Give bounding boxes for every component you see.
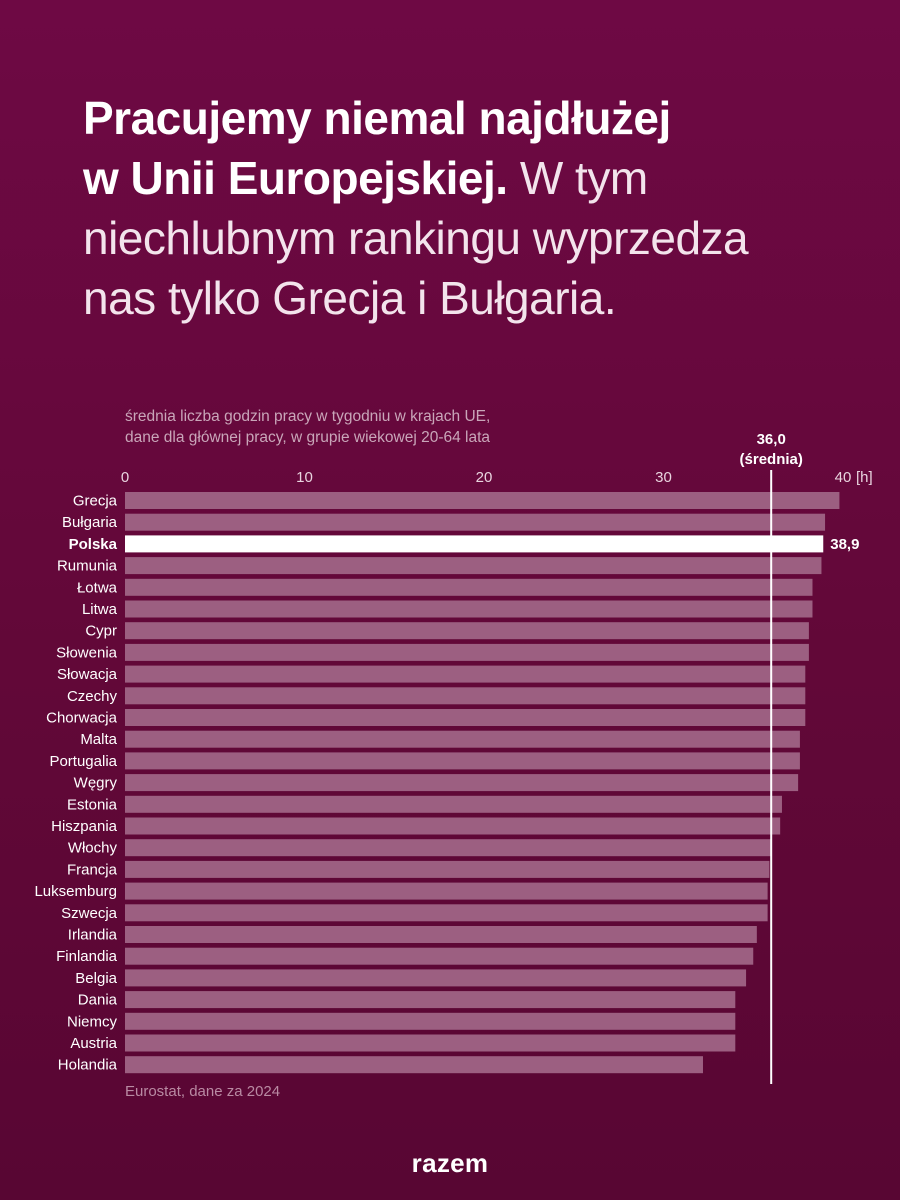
average-value-label: 36,0: [757, 431, 786, 448]
category-label: Chorwacja: [46, 710, 118, 727]
bar: [125, 926, 757, 943]
bar: [125, 535, 824, 553]
highlight-value-label: 38,9: [830, 536, 859, 553]
bar: [125, 1056, 703, 1074]
bar: [125, 882, 768, 900]
category-label: Szwecja: [61, 905, 118, 922]
chart-subtitle: średnia liczba godzin pracy w tygodniu w…: [125, 406, 490, 448]
category-label: Luksemburg: [34, 883, 117, 900]
bars: [125, 492, 840, 1074]
category-label: Cypr: [85, 623, 117, 640]
bar: [125, 600, 813, 618]
category-label: Malta: [80, 731, 117, 748]
headline-strong-line1: Pracujemy niemal najdłużej: [83, 92, 671, 144]
category-label: Słowacja: [57, 666, 118, 683]
category-label: Hiszpania: [51, 818, 118, 835]
x-unit-label: [h]: [856, 469, 873, 486]
bar: [125, 774, 799, 792]
headline-strong-line2: w Unii Europejskiej.: [83, 152, 508, 204]
bar: [125, 752, 800, 770]
x-tick-label: 40: [835, 469, 852, 486]
category-label: Niemcy: [67, 1013, 118, 1030]
bar: [125, 730, 800, 748]
category-label: Włochy: [68, 840, 118, 857]
brand-logo: razem: [411, 1148, 489, 1178]
bar: [125, 795, 782, 813]
bar: [125, 817, 781, 835]
category-label: Austria: [70, 1035, 117, 1052]
category-label: Węgry: [74, 775, 118, 792]
average-text-label: (średnia): [740, 451, 803, 468]
headline: Pracujemy niemal najdłużej w Unii Europe…: [83, 88, 863, 328]
category-label: Łotwa: [77, 579, 118, 596]
bar: [125, 839, 772, 857]
bar: [125, 665, 806, 683]
bar: [125, 687, 806, 705]
category-label: Belgia: [75, 970, 117, 987]
bar: [125, 969, 747, 987]
x-tick-label: 20: [476, 469, 493, 486]
bar: [125, 492, 840, 509]
bar: [125, 991, 736, 1009]
bar: [125, 557, 822, 575]
headline-light-line2: W tym: [507, 152, 648, 204]
x-tick-label: 30: [655, 469, 672, 486]
category-label: Grecja: [73, 493, 118, 510]
category-label: Rumunia: [57, 558, 118, 575]
average-reference: 36,0 (średnia): [740, 431, 803, 1084]
source-note: Eurostat, dane za 2024: [125, 1083, 281, 1100]
category-label: Czechy: [67, 688, 118, 705]
headline-light-line4: nas tylko Grecja i Bułgaria.: [83, 272, 617, 324]
bar: [125, 947, 754, 965]
bar: [125, 860, 770, 878]
category-label: Estonia: [67, 796, 118, 813]
bar: [125, 622, 809, 640]
category-label: Dania: [78, 992, 118, 1009]
category-label: Słowenia: [56, 644, 118, 661]
category-label: Litwa: [82, 601, 118, 618]
bar: [125, 904, 768, 922]
category-label: Holandia: [58, 1057, 118, 1074]
headline-light-line3: niechlubnym rankingu wyprzedza: [83, 212, 749, 264]
bar: [125, 643, 809, 661]
bar: [125, 513, 826, 531]
bar: [125, 578, 813, 596]
x-tick-label: 10: [296, 469, 313, 486]
category-label: Irlandia: [68, 927, 118, 944]
x-axis-ticks: 0 10 20 30 40 [h]: [121, 469, 873, 486]
category-label: Francja: [67, 861, 118, 878]
x-tick-label: 0: [121, 469, 129, 486]
category-label: Polska: [69, 536, 118, 553]
category-label: Portugalia: [49, 753, 117, 770]
chart-subtitle-line1: średnia liczba godzin pracy w tygodniu w…: [125, 408, 491, 425]
bar: [125, 709, 806, 726]
category-label: Finlandia: [56, 948, 118, 965]
bar: [125, 1034, 736, 1052]
bar: [125, 1012, 736, 1030]
category-label: Bułgaria: [62, 514, 118, 531]
chart-subtitle-line2: dane dla głównej pracy, w grupie wiekowe…: [125, 429, 491, 446]
category-labels: Grecja Bułgaria Polska 38,9 Rumunia Łotwa Litw…: [34, 493, 859, 1074]
